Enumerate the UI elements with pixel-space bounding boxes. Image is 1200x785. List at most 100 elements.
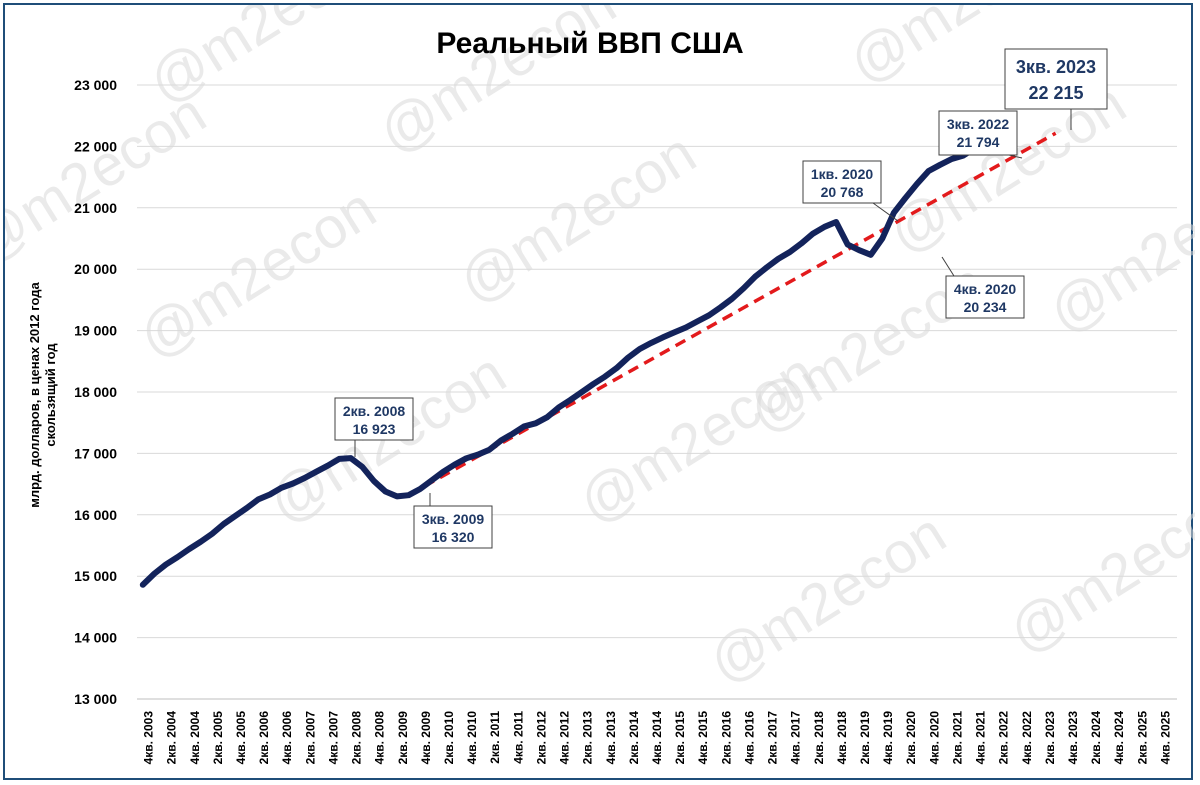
watermark-text: @m2econ <box>5 80 217 276</box>
x-tick-label: 4кв. 2017 <box>789 711 803 765</box>
callout-value: 20 768 <box>821 184 864 200</box>
watermark-text: @m2econ <box>137 5 396 116</box>
x-tick-label: 2кв. 2018 <box>812 711 826 765</box>
x-tick-label: 2кв. 2010 <box>442 711 456 765</box>
chart-frame: @m2econ @m2econ @m2econ @m2econ @m2econ @m2ec… <box>3 3 1195 780</box>
gdp-chart: @m2econ@m2econ@m2econ@m2econ@m2econ@m2ec… <box>5 5 1195 765</box>
x-tick-label: 4кв. 2011 <box>511 711 525 764</box>
y-tick-label: 20 000 <box>74 261 117 277</box>
x-tick-label: 4кв. 2004 <box>188 711 202 765</box>
x-tick-label: 4кв. 2023 <box>1066 711 1080 765</box>
x-tick-label: 2кв. 2025 <box>1135 711 1149 765</box>
y-tick-label: 16 000 <box>74 507 117 523</box>
callout-period: 3кв. 2022 <box>947 116 1010 132</box>
callout-box <box>1004 48 1108 110</box>
trend-line <box>407 131 1057 497</box>
callout-value: 16 320 <box>432 529 475 545</box>
y-tick-label: 18 000 <box>74 384 117 400</box>
x-tick-label: 4кв. 2003 <box>142 711 156 765</box>
x-tick-label: 2кв. 2008 <box>350 711 364 765</box>
x-tick-label: 2кв. 2004 <box>165 711 179 765</box>
callout: 3кв. 2023 22 215 <box>1004 48 1108 130</box>
x-tick-label: 2кв. 2016 <box>719 711 733 765</box>
x-tick-label: 2кв. 2017 <box>766 711 780 765</box>
x-tick-label: 4кв. 2025 <box>1158 711 1172 765</box>
callout-period: 4кв. 2020 <box>954 281 1017 297</box>
x-tick-label: 4кв. 2007 <box>326 711 340 765</box>
x-tick-label: 4кв. 2009 <box>419 711 433 765</box>
x-tick-label: 4кв. 2013 <box>604 711 618 765</box>
y-axis-label-line1: млрд. долларов, в ценах 2012 года <box>27 282 42 508</box>
gdp-line <box>139 130 1001 588</box>
callout: 3кв. 2022 21 794 <box>938 110 1023 159</box>
callout-period: 3кв. 2023 <box>1016 57 1096 77</box>
grid-lines <box>137 84 1177 700</box>
x-tick-label: 2кв. 2023 <box>1043 711 1057 765</box>
x-tick-label: 2кв. 2014 <box>627 711 641 765</box>
x-tick-label: 4кв. 2024 <box>1112 711 1126 765</box>
x-tick-label: 4кв. 2014 <box>650 711 664 765</box>
y-axis-label-line2: скользящий год <box>43 343 58 447</box>
annotations: 2кв. 2008 16 923 3кв. 2009 16 320 1кв. 2020 2… <box>334 48 1108 549</box>
callout-value: 21 794 <box>957 134 1000 150</box>
callout-box <box>334 397 414 441</box>
x-tick-label: 4кв. 2015 <box>696 711 710 765</box>
series-lines <box>139 130 1057 588</box>
callout-period: 1кв. 2020 <box>811 166 874 182</box>
callout-pointer <box>941 256 955 277</box>
callout-box <box>945 275 1025 319</box>
x-tick-label: 2кв. 2019 <box>858 711 872 765</box>
callout-box <box>938 110 1018 156</box>
x-tick-label: 4кв. 2005 <box>234 711 248 765</box>
x-tick-label: 4кв. 2008 <box>373 711 387 765</box>
x-tick-label: 4кв. 2022 <box>1020 711 1034 765</box>
chart-title: Реальный ВВП США <box>436 27 743 60</box>
y-tick-label: 23 000 <box>74 77 117 93</box>
x-tick-label: 4кв. 2016 <box>742 711 756 765</box>
callout-period: 2кв. 2008 <box>343 403 406 419</box>
x-tick-label: 4кв. 2018 <box>835 711 849 765</box>
x-tick-label: 4кв. 2019 <box>881 711 895 765</box>
y-tick-label: 17 000 <box>74 445 117 461</box>
y-tick-label: 22 000 <box>74 138 117 154</box>
watermark-text: @m2econ <box>447 120 706 316</box>
x-tick-label: 2кв. 2022 <box>997 711 1011 765</box>
watermark-text: @m2econ <box>697 500 956 696</box>
watermark-text: @m2econ <box>1037 150 1195 346</box>
y-tick-label: 21 000 <box>74 200 117 216</box>
y-tick-label: 15 000 <box>74 568 117 584</box>
callout: 3кв. 2009 16 320 <box>413 493 493 549</box>
x-tick-label: 2кв. 2011 <box>488 711 502 764</box>
callout-value: 22 215 <box>1028 83 1083 103</box>
callout: 2кв. 2008 16 923 <box>334 397 414 457</box>
x-tick-label: 2кв. 2020 <box>904 711 918 765</box>
x-tick-label: 2кв. 2009 <box>396 711 410 765</box>
callout-box <box>413 505 493 549</box>
x-tick-label: 4кв. 2020 <box>927 711 941 765</box>
callout-value: 16 923 <box>353 421 396 437</box>
callout: 1кв. 2020 20 768 <box>802 160 899 222</box>
callout-period: 3кв. 2009 <box>422 511 485 527</box>
x-tick-label: 2кв. 2015 <box>673 711 687 765</box>
watermark-text: @m2econ <box>997 470 1195 666</box>
callout-box <box>802 160 882 204</box>
x-tick-label: 4кв. 2010 <box>465 711 479 765</box>
y-axis-ticks: 13 000 14 000 15 000 16 000 17 000 18 000 19 0… <box>74 77 117 707</box>
x-tick-label: 2кв. 2021 <box>950 711 964 765</box>
callout: 4кв. 2020 20 234 <box>941 256 1025 319</box>
x-tick-label: 2кв. 2013 <box>581 711 595 765</box>
y-tick-label: 19 000 <box>74 323 117 339</box>
y-tick-label: 14 000 <box>74 630 117 646</box>
x-tick-label: 4кв. 2006 <box>280 711 294 765</box>
callout-value: 20 234 <box>964 299 1007 315</box>
x-tick-label: 4кв. 2012 <box>558 711 572 765</box>
callout-pointer <box>872 202 899 222</box>
watermark-text: @m2econ <box>127 175 386 371</box>
x-tick-label: 2кв. 2006 <box>257 711 271 765</box>
x-tick-label: 2кв. 2024 <box>1089 711 1103 765</box>
x-tick-label: 4кв. 2021 <box>974 711 988 765</box>
x-axis-ticks: 4кв. 2003 2кв. 2004 4кв. 2004 2кв. 2005 4кв.… <box>142 711 1173 765</box>
x-tick-label: 2кв. 2012 <box>534 711 548 765</box>
x-tick-label: 2кв. 2007 <box>303 711 317 765</box>
y-tick-label: 13 000 <box>74 691 117 707</box>
